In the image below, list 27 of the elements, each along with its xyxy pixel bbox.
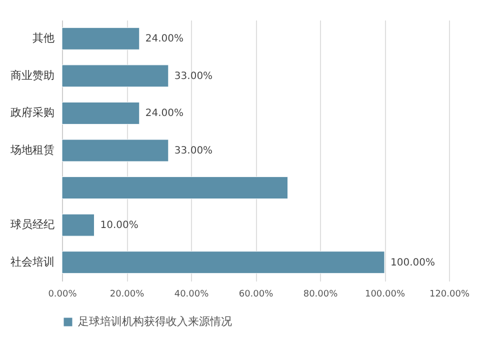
x-tick-label: 100.00% [364, 290, 406, 300]
y-tick-label: 场地租赁 [10, 144, 54, 156]
data-label: 10.00% [100, 220, 138, 232]
bar [62, 251, 385, 274]
bar [62, 176, 288, 200]
y-tick-label: 社会培训 [10, 255, 54, 268]
bar [62, 64, 169, 88]
bar [62, 102, 140, 124]
data-label: 24.00% [145, 108, 184, 120]
bar [62, 139, 169, 162]
data-label: 100.00% [390, 257, 435, 268]
data-label: 33.00% [174, 146, 213, 156]
x-tick-label: 0.00% [48, 290, 78, 300]
y-tick-label: 商业赞助 [10, 68, 54, 82]
x-tick-label: 60.00% [238, 290, 274, 300]
bar [62, 214, 94, 236]
x-tick-label: 40.00% [174, 290, 210, 300]
bar [62, 27, 140, 50]
data-label: 33.00% [174, 70, 213, 82]
x-tick-label: 20.00% [110, 290, 145, 300]
legend-label: 足球培训机构获得收入来源情况 [78, 315, 232, 328]
data-label: 24.00% [145, 34, 184, 45]
x-tick-label: 120.00% [429, 290, 470, 300]
y-tick-label: 球员经纪 [10, 218, 54, 232]
x-tick-label: 80.00% [303, 290, 338, 300]
y-tick-label: 其他 [32, 32, 54, 45]
y-tick-label: 政府采购 [10, 106, 54, 120]
